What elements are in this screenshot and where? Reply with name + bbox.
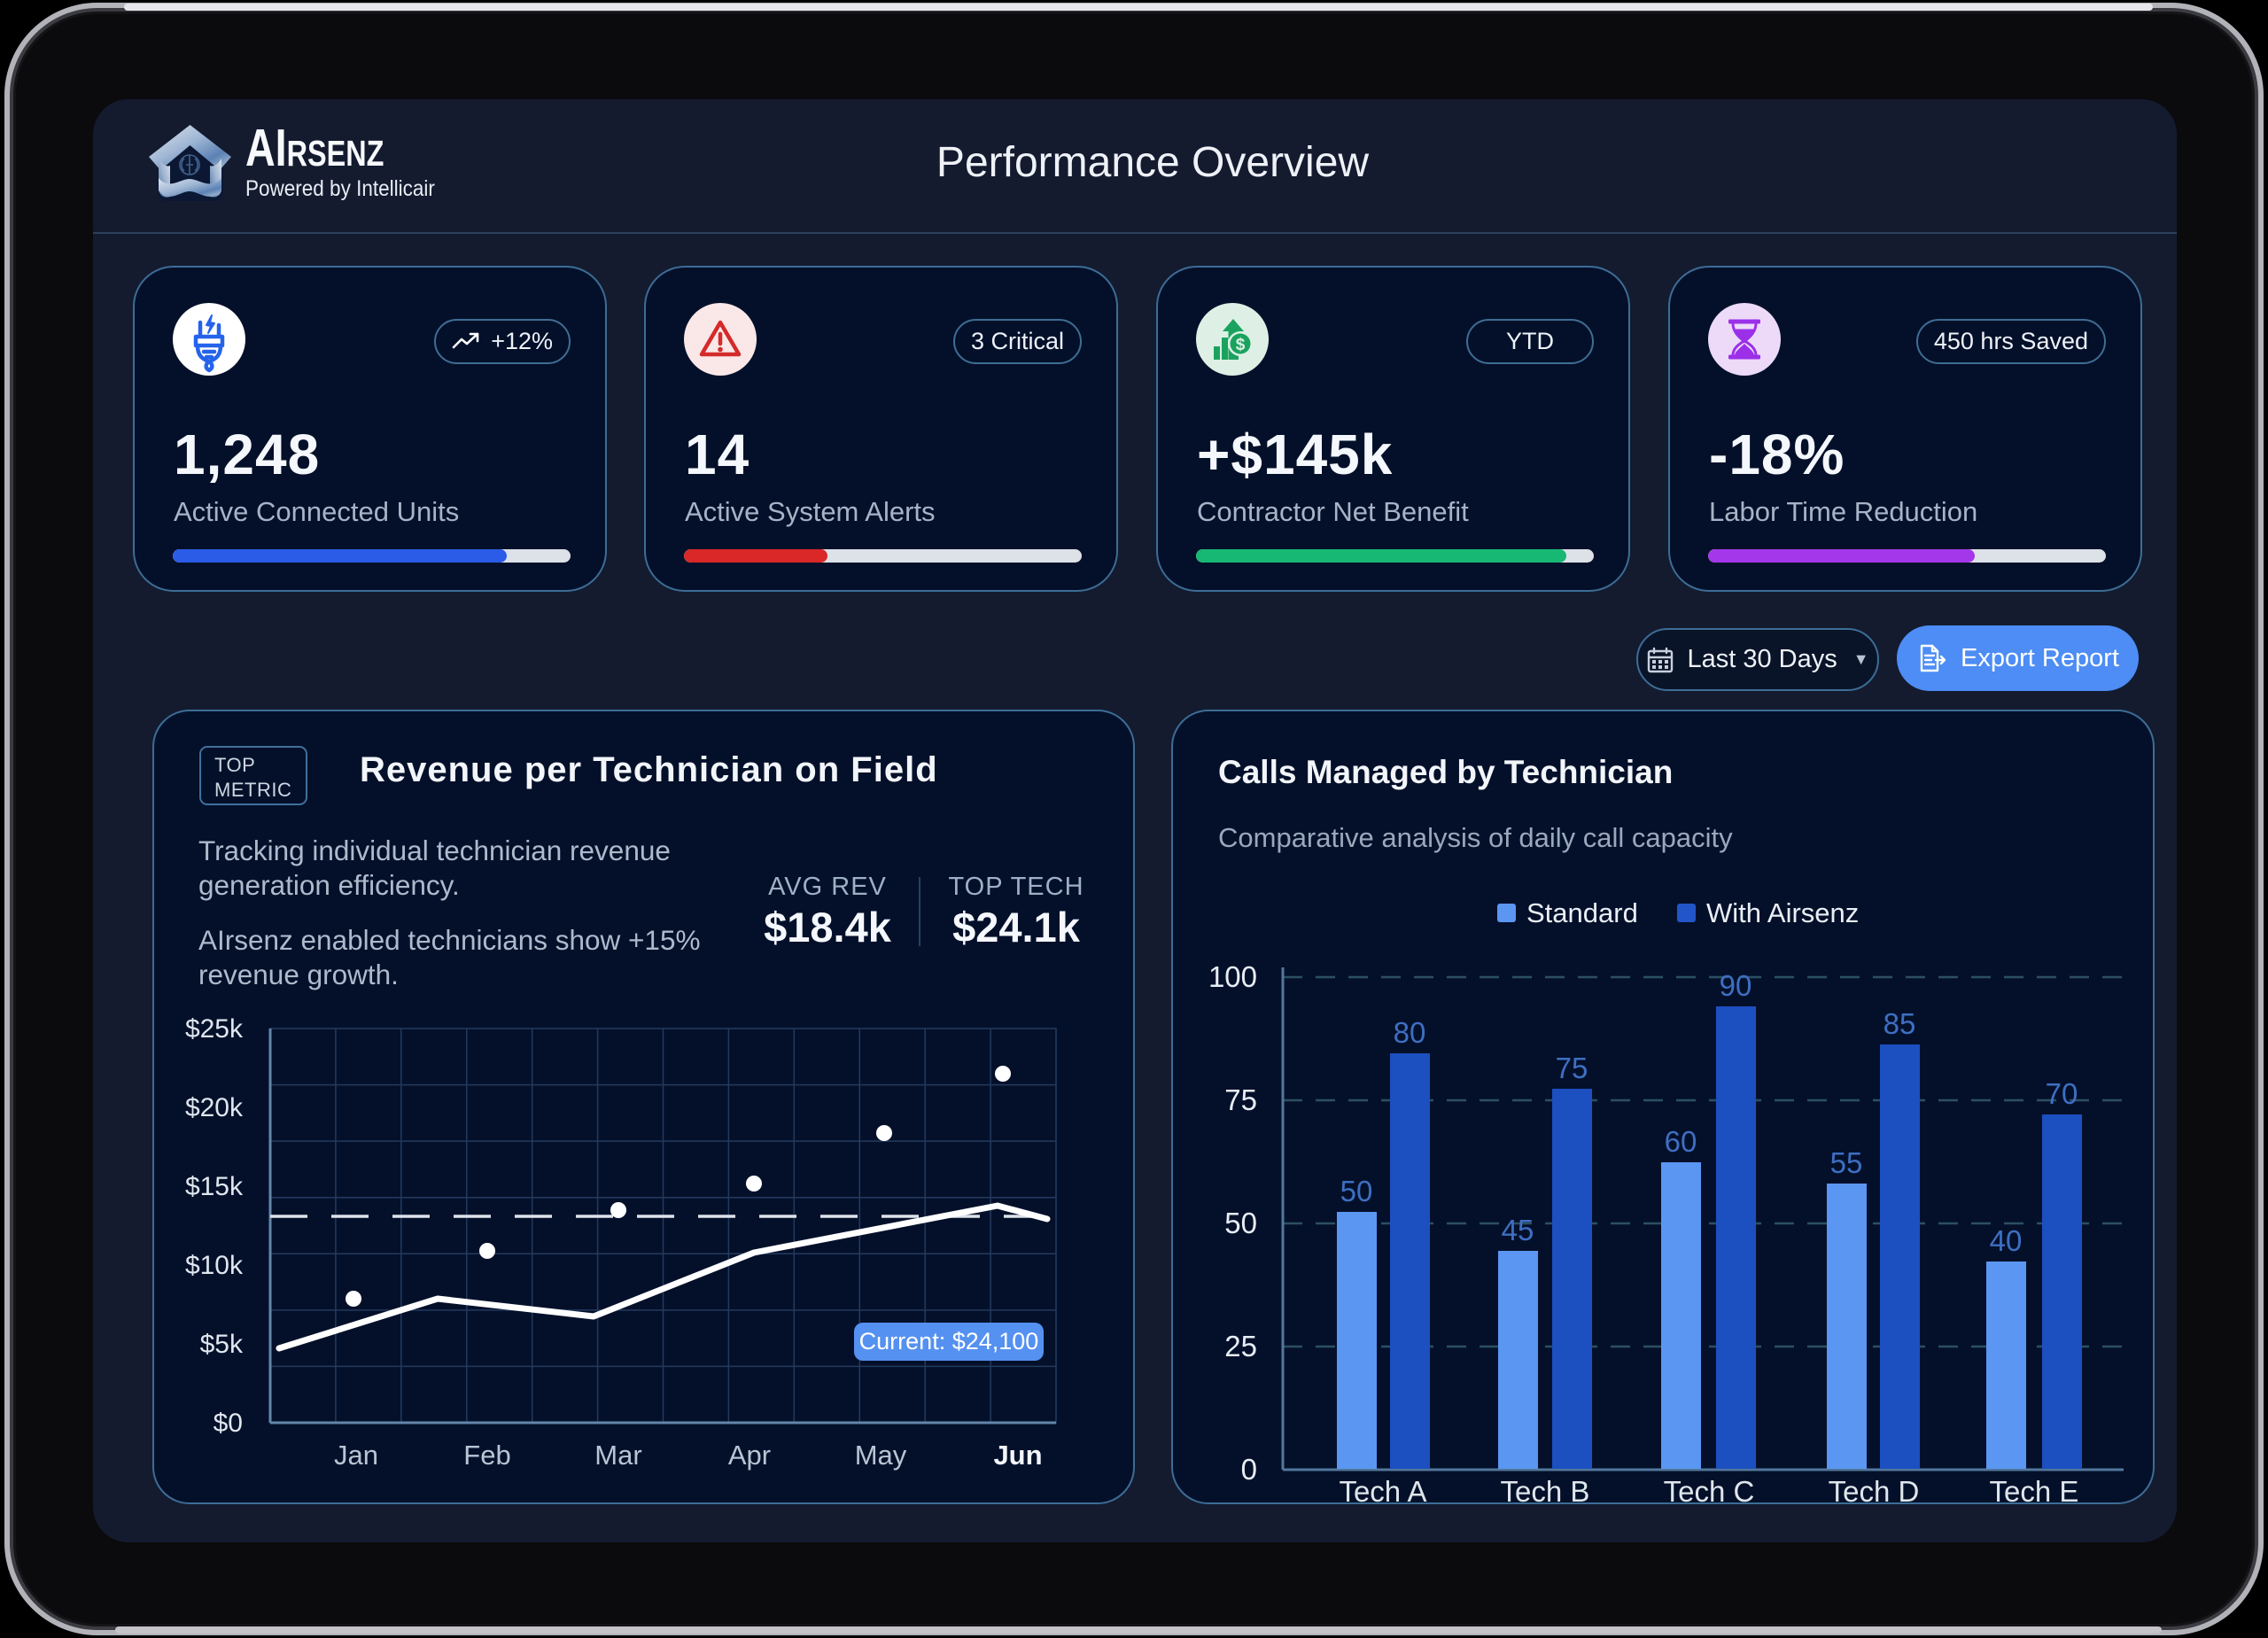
- svg-text:Mar: Mar: [594, 1440, 641, 1471]
- svg-text:85: 85: [1884, 1007, 1916, 1040]
- svg-text:40: 40: [1990, 1224, 2023, 1257]
- svg-text:Current: $24,100: Current: $24,100: [859, 1328, 1039, 1355]
- svg-text:$0: $0: [214, 1409, 243, 1438]
- svg-text:Tech B: Tech B: [1501, 1475, 1590, 1506]
- svg-text:$15k: $15k: [185, 1172, 244, 1201]
- svg-text:90: 90: [1720, 969, 1752, 1002]
- svg-text:Tech A: Tech A: [1339, 1475, 1426, 1506]
- svg-text:Standard: Standard: [1526, 897, 1638, 928]
- svg-text:$5k: $5k: [200, 1330, 244, 1359]
- svg-text:50: 50: [1224, 1207, 1257, 1239]
- svg-text:25: 25: [1224, 1330, 1257, 1362]
- svg-text:70: 70: [2046, 1077, 2078, 1110]
- svg-text:$10k: $10k: [185, 1251, 244, 1280]
- svg-text:50: 50: [1340, 1175, 1373, 1207]
- svg-text:0: 0: [1241, 1453, 1257, 1486]
- svg-text:Tech D: Tech D: [1829, 1475, 1920, 1506]
- svg-text:80: 80: [1394, 1016, 1426, 1049]
- svg-text:75: 75: [1224, 1083, 1257, 1116]
- svg-text:With Airsenz: With Airsenz: [1706, 897, 1859, 928]
- svg-text:75: 75: [1556, 1052, 1588, 1084]
- svg-text:Tech C: Tech C: [1664, 1475, 1755, 1506]
- svg-text:$20k: $20k: [185, 1093, 244, 1122]
- svg-text:Jan: Jan: [334, 1440, 378, 1471]
- svg-text:Feb: Feb: [463, 1440, 510, 1471]
- svg-text:Tech E: Tech E: [1990, 1475, 2079, 1506]
- svg-text:Jun: Jun: [993, 1440, 1042, 1471]
- svg-text:$: $: [1236, 336, 1246, 354]
- svg-text:Apr: Apr: [728, 1440, 771, 1471]
- svg-text:55: 55: [1830, 1146, 1863, 1179]
- svg-text:May: May: [855, 1440, 907, 1471]
- svg-text:$25k: $25k: [185, 1014, 244, 1044]
- svg-text:45: 45: [1502, 1214, 1534, 1246]
- svg-text:60: 60: [1665, 1125, 1697, 1158]
- svg-text:100: 100: [1208, 960, 1257, 993]
